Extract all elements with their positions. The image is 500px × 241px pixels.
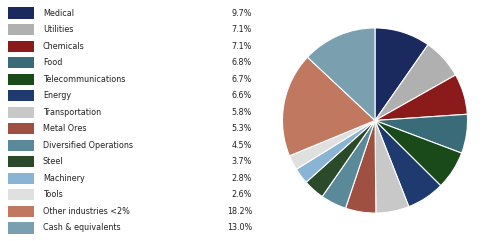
Bar — [8, 173, 34, 184]
Text: Metal Ores: Metal Ores — [43, 124, 86, 133]
Bar — [8, 57, 34, 68]
Bar — [8, 222, 34, 234]
Text: Utilities: Utilities — [43, 25, 74, 34]
Text: Diversified Operations: Diversified Operations — [43, 141, 133, 150]
Text: 6.8%: 6.8% — [232, 58, 252, 67]
Text: Machinery: Machinery — [43, 174, 84, 183]
Text: Medical: Medical — [43, 9, 74, 18]
Text: 2.6%: 2.6% — [232, 190, 252, 199]
Bar — [8, 156, 34, 167]
Text: 7.1%: 7.1% — [232, 42, 252, 51]
Text: 18.2%: 18.2% — [227, 207, 252, 216]
Bar — [8, 90, 34, 101]
Text: 4.5%: 4.5% — [232, 141, 252, 150]
Bar — [8, 189, 34, 201]
Wedge shape — [375, 28, 428, 120]
Bar — [8, 206, 34, 217]
Wedge shape — [375, 114, 468, 153]
Wedge shape — [322, 120, 375, 208]
Text: 9.7%: 9.7% — [232, 9, 252, 18]
Wedge shape — [308, 28, 375, 120]
Text: 7.1%: 7.1% — [232, 25, 252, 34]
Text: 3.7%: 3.7% — [232, 157, 252, 166]
Text: Telecommunications: Telecommunications — [43, 75, 126, 84]
Text: Cash & equivalents: Cash & equivalents — [43, 223, 120, 232]
Bar — [8, 140, 34, 151]
Text: Chemicals: Chemicals — [43, 42, 84, 51]
Text: 5.3%: 5.3% — [232, 124, 252, 133]
Bar — [8, 40, 34, 52]
Bar — [8, 123, 34, 134]
Text: Energy: Energy — [43, 91, 71, 100]
Bar — [8, 74, 34, 85]
Wedge shape — [375, 75, 468, 120]
Wedge shape — [375, 120, 440, 207]
Text: Tools: Tools — [43, 190, 62, 199]
Text: Transportation: Transportation — [43, 108, 101, 117]
Wedge shape — [375, 45, 456, 120]
Bar — [8, 7, 34, 19]
Text: 6.7%: 6.7% — [232, 75, 252, 84]
Text: Other industries <2%: Other industries <2% — [43, 207, 130, 216]
Bar — [8, 107, 34, 118]
Text: 2.8%: 2.8% — [232, 174, 252, 183]
Text: 5.8%: 5.8% — [232, 108, 252, 117]
Bar — [8, 24, 34, 35]
Text: 6.6%: 6.6% — [232, 91, 252, 100]
Text: 13.0%: 13.0% — [227, 223, 252, 232]
Wedge shape — [296, 120, 375, 182]
Wedge shape — [346, 120, 376, 213]
Wedge shape — [306, 120, 375, 196]
Wedge shape — [375, 120, 409, 213]
Wedge shape — [290, 120, 375, 169]
Wedge shape — [375, 120, 462, 186]
Text: Steel: Steel — [43, 157, 64, 166]
Wedge shape — [282, 57, 375, 156]
Text: Food: Food — [43, 58, 62, 67]
